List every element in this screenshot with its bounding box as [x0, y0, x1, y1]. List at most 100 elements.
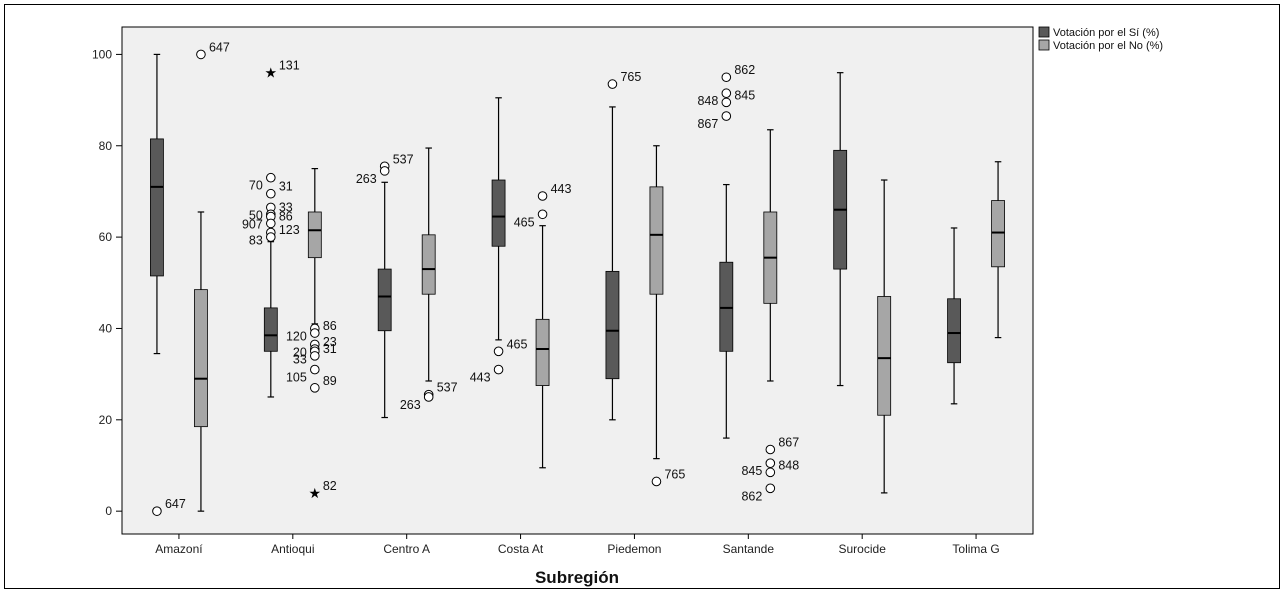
outlier: 465	[493, 337, 528, 357]
box-no-3	[535, 225, 550, 469]
outlier-label: 848	[697, 94, 718, 108]
outlier-label: 443	[470, 371, 491, 385]
outlier-label: 647	[165, 497, 186, 511]
outlier-label: 443	[551, 182, 572, 196]
box-no-7	[991, 161, 1005, 339]
x-axis-title: Subregión	[535, 568, 619, 587]
y-tick-label: 80	[99, 139, 113, 153]
x-tick-label: Centro A	[383, 542, 430, 556]
box-iqr	[194, 289, 208, 428]
legend: Votación por el Sí (%)Votación por el No…	[1038, 26, 1163, 52]
outlier-star-marker: ★	[309, 485, 322, 501]
outlier: 647	[196, 40, 230, 60]
outlier: 862	[721, 63, 755, 83]
box-si-5	[719, 183, 734, 439]
box-iqr	[377, 268, 392, 332]
outlier-circle-marker	[266, 188, 276, 199]
outlier-label: 537	[437, 381, 458, 395]
outlier-circle-marker	[266, 218, 276, 229]
outlier-circle-marker	[651, 476, 662, 487]
outlier-label: 50	[249, 208, 263, 222]
legend-label: Votación por el No (%)	[1053, 40, 1163, 52]
y-tick-label: 60	[99, 230, 113, 244]
outlier-label: 33	[279, 200, 293, 214]
box-iqr	[421, 234, 436, 295]
outlier-label: 765	[620, 70, 641, 84]
outlier: 465	[514, 209, 548, 229]
box-si-4	[605, 106, 620, 421]
outlier: 86	[310, 319, 337, 338]
outlier-label: 33	[293, 352, 307, 366]
outlier-circle-marker	[721, 97, 732, 108]
box-no-0	[194, 211, 208, 512]
outlier-label: 83	[249, 234, 263, 248]
outlier-label: 867	[697, 117, 718, 131]
boxes-layer	[150, 53, 1005, 512]
outlier: 867	[697, 111, 732, 131]
x-tick-label: Piedemon	[607, 542, 661, 556]
outlier-label: 89	[323, 374, 337, 388]
outlier-circle-marker	[266, 232, 276, 242]
outlier-label: 862	[734, 63, 755, 77]
box-iqr	[719, 261, 734, 352]
outlier-label: 123	[279, 223, 300, 237]
outlier: 845	[741, 458, 776, 478]
box-iqr	[991, 200, 1005, 268]
outlier: 443	[537, 182, 572, 201]
box-iqr	[491, 179, 506, 247]
outlier-label: 23	[323, 335, 337, 349]
outlier-label: 907	[242, 218, 263, 232]
box-si-0	[150, 53, 164, 355]
outlier: 907	[242, 211, 276, 232]
box-si-7	[947, 227, 961, 405]
box-no-5	[763, 129, 778, 382]
outlier-circle-marker	[310, 364, 320, 375]
outlier-circle-marker	[266, 172, 276, 183]
outlier-circle-marker	[721, 88, 732, 99]
box-si-3	[491, 97, 506, 341]
outlier-circle-marker	[537, 191, 548, 201]
outlier-label: 86	[279, 209, 293, 223]
outlier: 443	[470, 364, 504, 385]
outlier-circle-marker	[493, 364, 504, 375]
outlier-circle-marker	[423, 392, 434, 402]
outlier-label: 867	[778, 436, 799, 450]
y-tick-label: 40	[99, 321, 113, 335]
outlier-label: 263	[356, 172, 377, 186]
x-tick-label: Costa At	[498, 542, 544, 556]
outlier: 765	[607, 70, 641, 89]
box-iqr	[150, 138, 164, 277]
box-si-2	[377, 181, 392, 419]
y-tick-label: 100	[92, 47, 112, 61]
outlier-circle-marker	[721, 111, 732, 121]
outlier-label: 862	[741, 489, 762, 503]
outlier: 862	[741, 483, 776, 503]
outlier-circle-marker	[310, 383, 320, 393]
outlier-star-marker: ★	[265, 65, 278, 81]
outlier-circle-marker	[379, 166, 390, 176]
outlier-circle-marker	[607, 79, 618, 89]
outlier-circle-marker	[537, 209, 548, 220]
outlier: 50	[249, 202, 276, 222]
box-iqr	[947, 298, 961, 364]
outlier-label: 845	[741, 464, 762, 478]
outlier-label: 647	[209, 40, 230, 54]
box-no-4	[649, 145, 664, 460]
boxplot-chart: 0 20 40 60 80 100 Amazoní Antioqui Centro A Cost…	[92, 26, 1163, 587]
outlier: 31	[310, 342, 337, 361]
y-tick-label: 20	[99, 413, 113, 427]
y-axis: 0 20 40 60 80 100	[92, 47, 122, 518]
outlier-label: 20	[293, 345, 307, 359]
outlier: 31	[266, 180, 293, 199]
outlier: 765	[651, 467, 685, 487]
outlier: 23	[310, 335, 337, 354]
box-no-1	[307, 167, 322, 325]
outlier-label: 131	[279, 59, 300, 73]
outlier-label: 765	[664, 467, 685, 481]
legend-swatch	[1038, 39, 1050, 51]
plot-area	[121, 26, 1034, 535]
box-no-2	[421, 147, 436, 382]
outlier-label: 82	[323, 479, 337, 493]
outlier-label: 465	[507, 337, 528, 351]
box-no-6	[877, 179, 892, 494]
